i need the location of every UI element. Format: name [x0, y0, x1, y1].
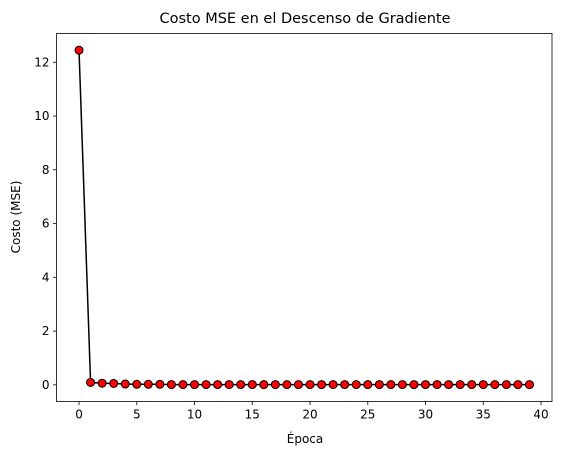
x-tick-label: 35: [476, 408, 491, 422]
point: [478, 380, 488, 390]
x-tick-label: 40: [533, 408, 548, 422]
point: [213, 380, 223, 390]
point: [178, 380, 188, 390]
point: [374, 380, 384, 390]
plot-frame: [56, 33, 553, 402]
point: [444, 380, 454, 390]
point: [513, 380, 523, 390]
chart-title: Costo MSE en el Descenso de Gradiente: [159, 11, 450, 27]
point: [155, 379, 165, 389]
y-tick-label: 8: [42, 163, 50, 177]
point: [317, 380, 327, 390]
x-tick-label: 30: [418, 408, 433, 422]
x-axis-label: Época: [287, 431, 324, 446]
point: [305, 380, 315, 390]
x-tick-label: 15: [245, 408, 260, 422]
point: [143, 379, 153, 389]
point: [340, 380, 350, 390]
point: [201, 380, 211, 390]
line: [78, 50, 530, 386]
y-axis-label: Costo (MSE): [9, 181, 23, 254]
y-tick-label: 0: [42, 378, 50, 392]
point: [524, 380, 534, 390]
point: [432, 380, 442, 390]
x-tick-label: 20: [302, 408, 317, 422]
point: [109, 378, 119, 388]
point: [120, 379, 130, 389]
y-tick-label: 6: [42, 217, 50, 231]
x-tick-label: 5: [133, 408, 141, 422]
x-tick-label: 10: [187, 408, 202, 422]
point: [467, 380, 477, 390]
point: [270, 380, 280, 390]
point: [166, 380, 176, 390]
y-tick-label: 12: [34, 55, 49, 69]
point: [501, 380, 511, 390]
point: [259, 380, 269, 390]
point: [409, 380, 419, 390]
point: [190, 380, 200, 390]
point: [490, 380, 500, 390]
point: [97, 378, 107, 388]
point: [397, 380, 407, 390]
x-tick-label: 0: [75, 408, 83, 422]
point: [132, 379, 142, 389]
point: [351, 380, 361, 390]
point: [247, 380, 257, 390]
point: [293, 380, 303, 390]
point: [363, 380, 373, 390]
point: [421, 380, 431, 390]
point: [236, 380, 246, 390]
point: [455, 380, 465, 390]
point: [224, 380, 234, 390]
y-tick-label: 4: [42, 270, 50, 284]
point: [86, 377, 96, 387]
y-tick-label: 2: [42, 324, 50, 338]
point: [328, 380, 338, 390]
x-tick-label: 25: [360, 408, 375, 422]
y-tick-label: 10: [34, 109, 49, 123]
point: [74, 45, 84, 55]
point: [282, 380, 292, 390]
point: [386, 380, 396, 390]
